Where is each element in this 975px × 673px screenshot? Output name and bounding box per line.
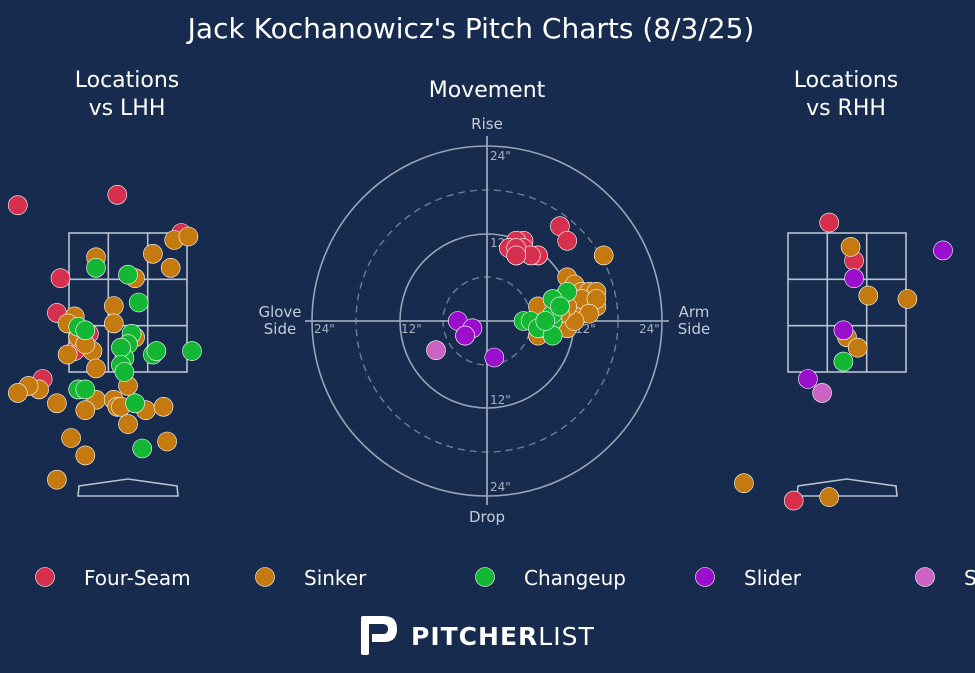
locations-vs-lhh-sinker-point-11 — [57, 344, 78, 365]
locations-vs-rhh-four-seam-point-0 — [819, 212, 840, 233]
legend-label-sinker: Sinker — [304, 566, 367, 590]
ring-label-top-24: 24" — [490, 149, 511, 163]
locations-vs-lhh-sinker-point-5 — [160, 257, 181, 278]
legend-marker-sinker — [255, 567, 275, 587]
rhh-panel-title-line1: Locations — [794, 68, 899, 93]
locations-vs-lhh-sinker-point-29 — [153, 396, 174, 417]
locations-vs-lhh-sinker-point-4 — [143, 244, 163, 264]
locations-vs-lhh-changeup-point-15 — [132, 438, 152, 459]
movement-grid — [305, 136, 669, 505]
locations-vs-lhh-four-seam-point-0 — [7, 195, 28, 215]
movement-panel-title: Movement — [429, 78, 546, 103]
locations-vs-lhh-sinker-point-33 — [47, 469, 67, 490]
locations-vs-lhh-changeup-point-14 — [125, 393, 145, 414]
locations-vs-lhh-sinker-point-18 — [47, 393, 67, 414]
locations-vs-rhh-changeup-point-0 — [833, 351, 854, 372]
legend-marker-sweeper — [915, 567, 935, 587]
ring-label-right-24: 24" — [639, 322, 660, 336]
movement-axis-rise: Rise — [471, 115, 503, 133]
locations-vs-rhh-slider-point-0 — [844, 268, 864, 289]
figure-title: Jack Kochanowicz's Pitch Charts (8/3/25) — [186, 12, 755, 45]
locations-vs-rhh-sweeper-point-0 — [812, 383, 832, 403]
locations-vs-rhh-sinker-point-2 — [897, 289, 918, 309]
movement-changeup-point-11 — [535, 311, 556, 331]
lhh-pitch-points — [7, 185, 202, 490]
locations-vs-lhh-changeup-point-16 — [182, 341, 202, 361]
locations-vs-lhh-sinker-point-21 — [7, 383, 28, 403]
lhh-home-plate — [77, 478, 179, 497]
movement-four-seam-point-11 — [557, 231, 578, 251]
movement-changeup-point-8 — [550, 296, 570, 317]
pitcherlist-logo: PITCHERLIST — [361, 616, 595, 655]
locations-vs-lhh-changeup-point-1 — [118, 264, 138, 285]
locations-vs-lhh-sinker-point-8 — [104, 313, 124, 334]
locations-vs-rhh-slider-point-2 — [798, 369, 818, 389]
rhh-home-plate — [796, 478, 898, 497]
movement-slider-point-3 — [455, 325, 475, 346]
lhh-panel-title-line1: Locations — [75, 68, 180, 93]
locations-vs-lhh-changeup-point-4 — [75, 320, 96, 341]
locations-vs-rhh-sinker-point-0 — [840, 237, 861, 257]
movement-axis-glove-side-line1: Glove — [258, 303, 301, 321]
legend-label-slider: Slider — [744, 566, 802, 590]
legend-marker-four-seam — [35, 567, 55, 587]
ring-label-bottom-12: 12" — [490, 393, 511, 407]
locations-vs-lhh-sinker-point-30 — [157, 431, 177, 452]
movement-axis-arm-side-line2: Side — [678, 320, 710, 338]
locations-vs-lhh-sinker-point-15 — [86, 358, 106, 379]
rhh-panel-title-line2: vs RHH — [806, 96, 886, 121]
brand-text-light: LIST — [538, 622, 594, 651]
ring-label-left-12: 12" — [401, 322, 422, 336]
pitch-legend: Four-Seam Sinker Changeup Slider Sweeper — [35, 566, 975, 590]
locations-vs-lhh-changeup-point-2 — [128, 292, 149, 313]
movement-sinker-point-0 — [593, 245, 614, 266]
locations-vs-rhh-sinker-point-4 — [847, 337, 868, 358]
rhh-pitch-points — [734, 212, 953, 511]
locations-vs-rhh-sinker-point-1 — [858, 285, 879, 306]
locations-vs-lhh-changeup-point-0 — [86, 257, 106, 278]
svg-text:PITCHERLIST: PITCHERLIST — [411, 622, 595, 651]
movement-pitch-points — [426, 216, 614, 368]
brand-text-bold: PITCHER — [411, 622, 538, 651]
locations-vs-lhh-sinker-point-32 — [75, 445, 96, 466]
locations-vs-rhh-four-seam-point-2 — [783, 490, 804, 511]
locations-vs-lhh-changeup-point-9 — [146, 341, 167, 361]
locations-vs-lhh-sinker-point-7 — [104, 296, 124, 316]
pitcherlist-logo-icon — [361, 616, 397, 655]
locations-vs-lhh-sinker-point-27 — [118, 414, 138, 434]
ring-label-left-24: 24" — [314, 322, 335, 336]
locations-vs-lhh-changeup-point-10 — [111, 337, 131, 358]
movement-axis-drop: Drop — [469, 508, 505, 526]
locations-vs-rhh-slider-point-3 — [933, 240, 953, 261]
locations-vs-rhh-slider-point-1 — [833, 320, 854, 341]
legend-label-four-seam: Four-Seam — [84, 566, 191, 590]
movement-axis-arm-side-line1: Arm — [679, 303, 710, 321]
movement-four-seam-point-9 — [506, 245, 527, 266]
lhh-panel-title-line2: vs LHH — [89, 96, 166, 121]
movement-slider-point-4 — [484, 347, 505, 368]
locations-vs-rhh-sinker-point-5 — [734, 473, 754, 494]
legend-marker-changeup — [475, 567, 495, 587]
legend-label-sweeper: Sweeper — [964, 566, 975, 590]
movement-axis-glove-side-line2: Side — [264, 320, 296, 338]
legend-marker-slider — [695, 567, 715, 587]
locations-vs-lhh-changeup-point-13 — [114, 362, 135, 382]
locations-vs-rhh-sinker-point-6 — [819, 487, 840, 507]
locations-vs-lhh-changeup-point-17 — [75, 379, 96, 400]
locations-vs-lhh-sinker-point-31 — [61, 428, 81, 448]
locations-vs-lhh-four-seam-point-2 — [107, 185, 128, 205]
locations-vs-lhh-sinker-point-1 — [178, 226, 199, 247]
movement-sweeper-point-0 — [426, 340, 446, 361]
locations-vs-lhh-sinker-point-17 — [75, 400, 96, 421]
ring-label-bottom-24: 24" — [490, 480, 511, 494]
legend-label-changeup: Changeup — [524, 566, 626, 590]
locations-vs-lhh-four-seam-point-5 — [50, 268, 71, 289]
